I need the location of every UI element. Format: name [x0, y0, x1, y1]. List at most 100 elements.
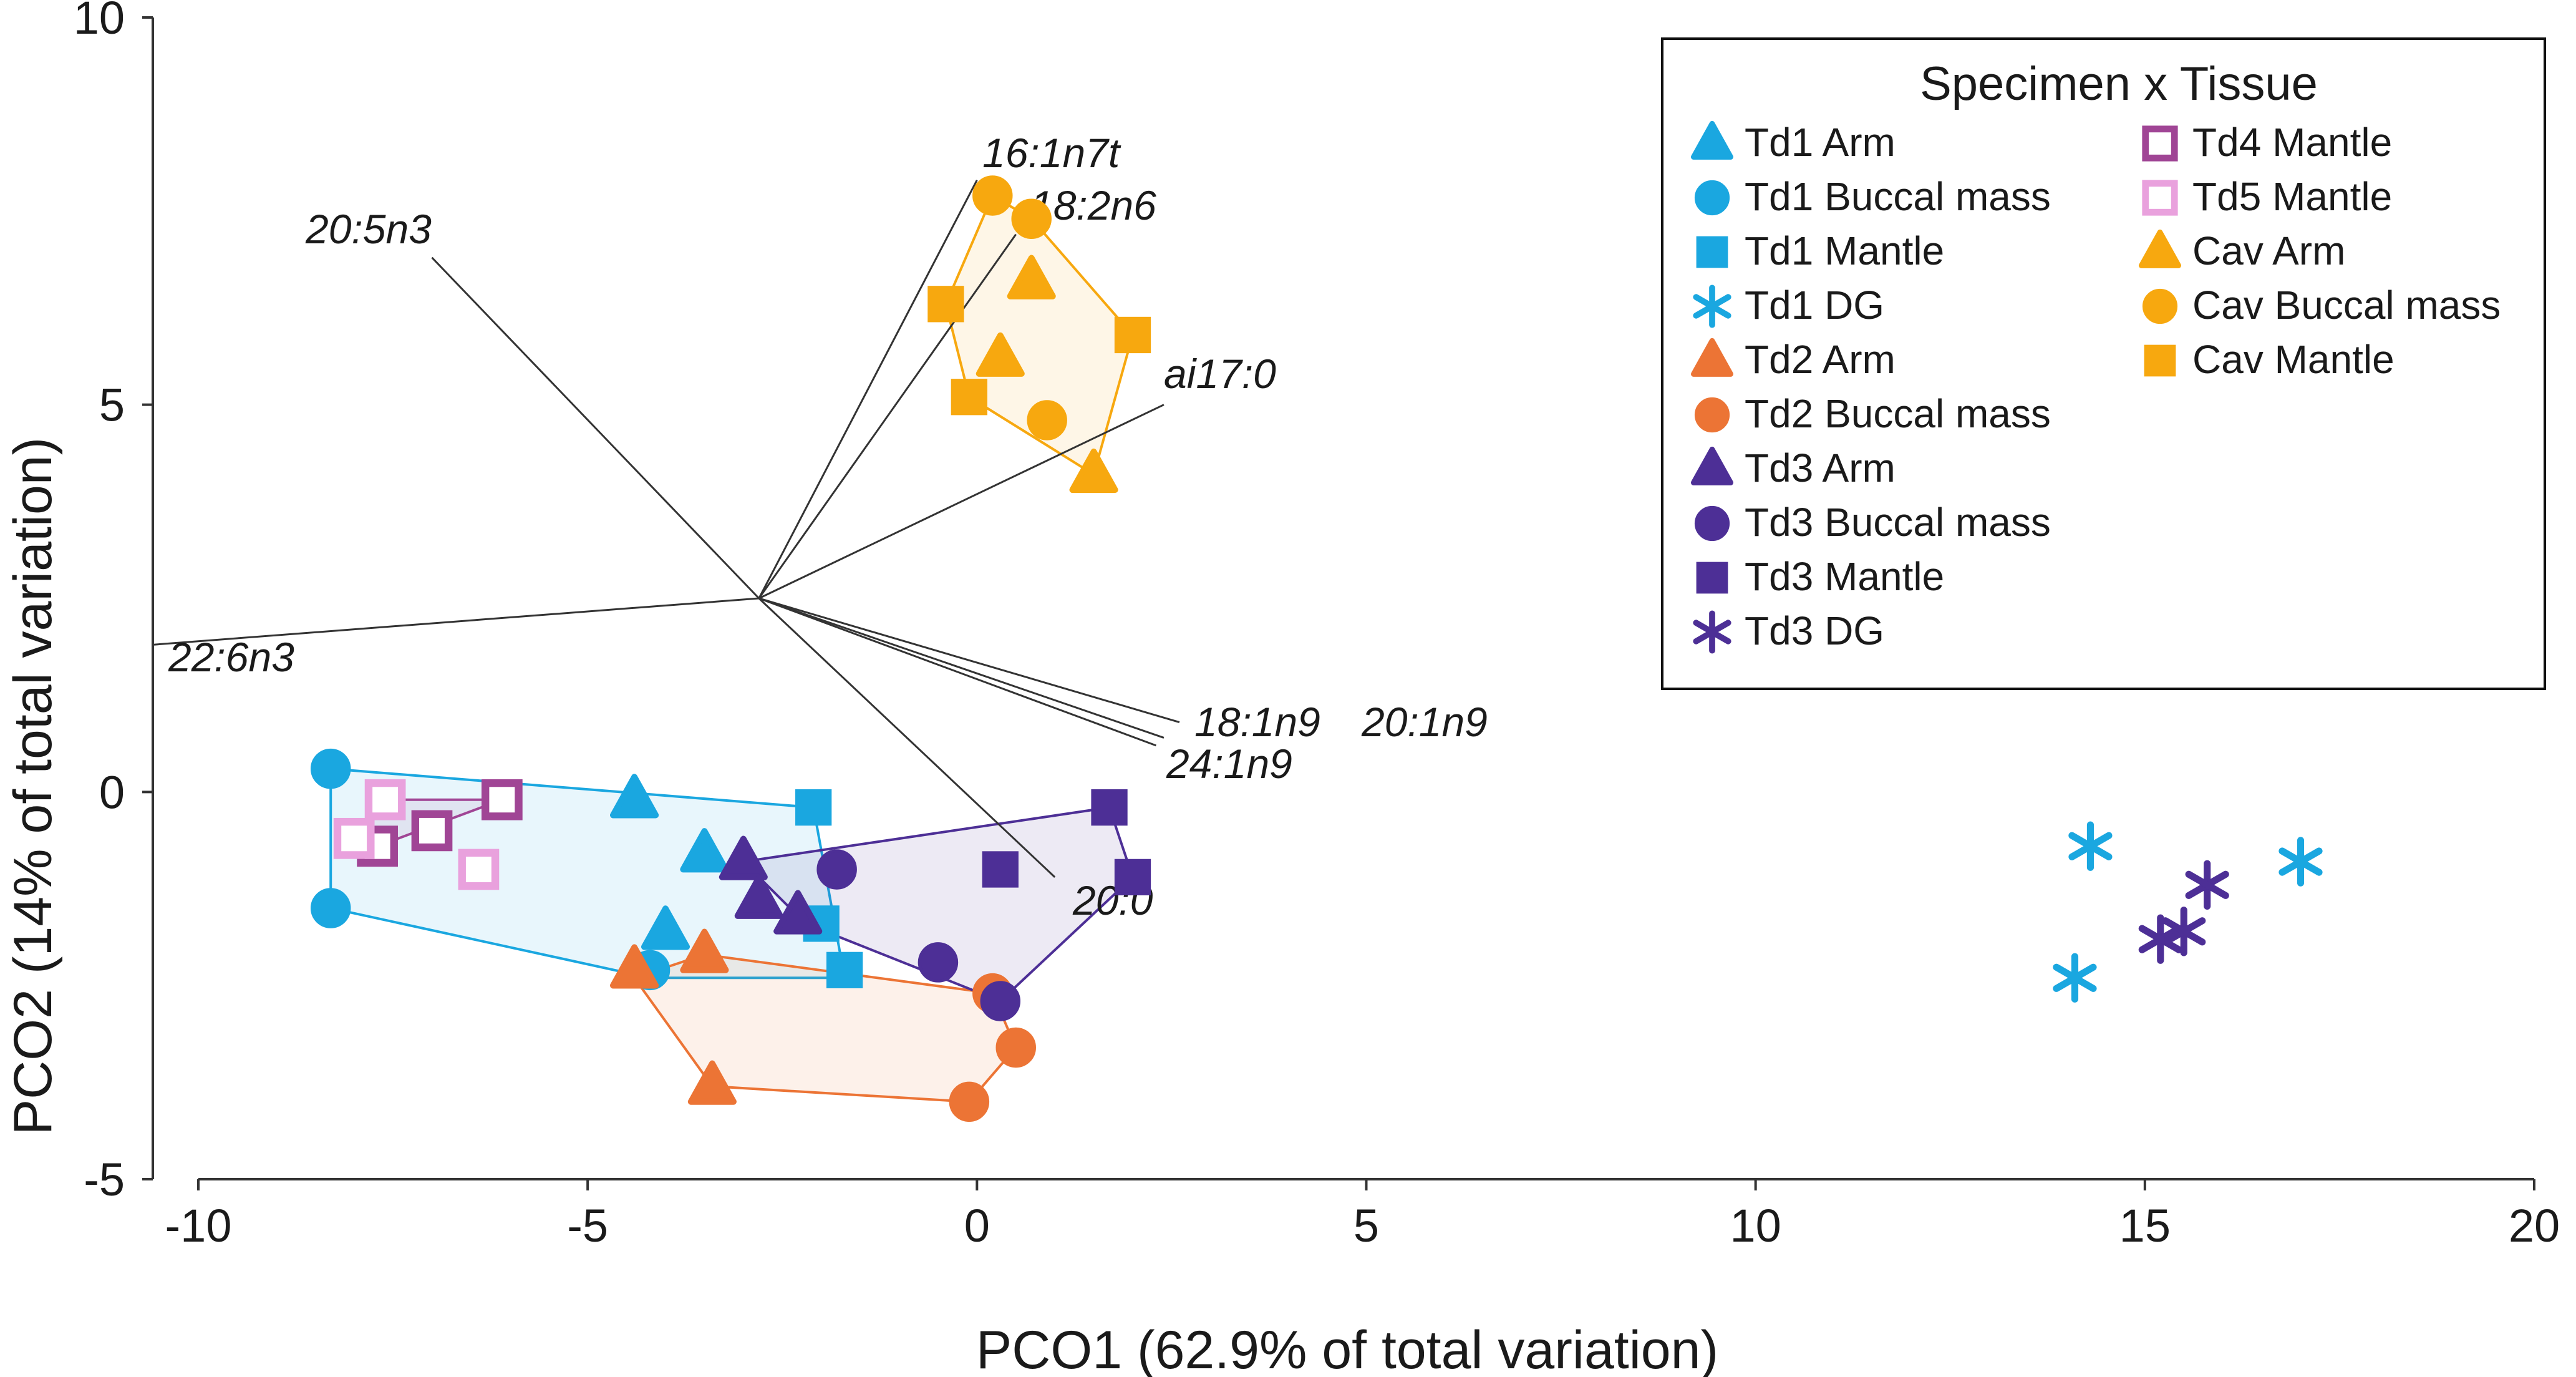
- vector-label-18-1n9: 18:1n9: [1194, 699, 1320, 745]
- point-td2-arm-3: [687, 1060, 737, 1105]
- point-td3-mantle-2-shape: [982, 851, 1019, 888]
- point-cav-mantle-3-shape: [951, 379, 987, 416]
- point-td1-mantle-2-shape: [826, 951, 863, 988]
- legend-item-td1-arm: Td1 Arm: [1690, 120, 1896, 165]
- point-cav-arm-2-shape: [976, 332, 1025, 377]
- vector-line-16-1n7t: [758, 179, 978, 599]
- legend-item-td5-mantle: Td5 Mantle: [2142, 174, 2392, 219]
- vector-line-24-1n9: [758, 597, 1156, 747]
- vector-label-16-1n7t: 16:1n7t: [982, 130, 1121, 176]
- point-td3-dg-1-stroke: [2138, 925, 2182, 953]
- legend-marker-td2-arm-shape: [1690, 338, 1734, 377]
- point-td2-buccal-mass-2-shape: [995, 1027, 1036, 1068]
- point-td4-mantle-2-shape: [411, 810, 453, 852]
- vector-line-22-6n3: [151, 597, 759, 646]
- x-tick-label: 0: [964, 1200, 990, 1252]
- legend-marker-td5-mantle: [2142, 180, 2178, 216]
- y-tick-label: 10: [74, 0, 125, 44]
- legend-marker-td2-buccal-mass-shape: [1694, 397, 1730, 433]
- point-td3-dg-2: [2162, 907, 2206, 956]
- point-cav-buccal-mass-3-shape: [1027, 400, 1067, 440]
- vector-label-ai17-0: ai17:0: [1164, 351, 1276, 397]
- legend-marker-cav-mantle-shape: [2144, 344, 2176, 377]
- point-td1-dg-2: [2053, 953, 2097, 1003]
- legend-marker-td1-arm-shape: [1690, 120, 1734, 160]
- point-td1-arm-1-shape: [610, 774, 659, 819]
- legend-title: Specimen x Tissue: [1920, 57, 2318, 110]
- x-tick-label: 10: [1730, 1200, 1781, 1252]
- point-td1-buccal-mass-2-shape: [310, 888, 351, 928]
- vector-line-ai17-0: [758, 404, 1165, 600]
- point-td1-arm-2: [680, 828, 729, 873]
- legend-marker-td1-dg-stroke: [1693, 294, 1731, 319]
- point-td3-arm-3: [773, 890, 823, 935]
- legend-marker-td3-dg: [1693, 610, 1731, 654]
- point-td5-mantle-3-shape: [458, 849, 500, 890]
- point-cav-arm-2: [976, 332, 1025, 377]
- point-cav-mantle-1: [927, 286, 964, 323]
- legend-marker-td1-mantle: [1696, 236, 1728, 268]
- legend-label-td4-mantle: Td4 Mantle: [2192, 120, 2392, 165]
- series-td1-mantle: [795, 789, 863, 988]
- legend-label-cav-mantle: Cav Mantle: [2192, 337, 2394, 382]
- legend-label-td3-mantle: Td3 Mantle: [1745, 554, 1944, 599]
- point-td1-dg-1: [2068, 821, 2113, 871]
- point-td1-mantle-1-shape: [795, 789, 832, 826]
- series-cav-arm: [976, 255, 1118, 494]
- point-td3-buccal-mass-2-shape: [918, 942, 959, 983]
- legend: Specimen x Tissue Td1 Arm Td1 Buccal mass…: [1661, 37, 2546, 690]
- point-td1-arm-3-shape: [641, 905, 690, 950]
- point-td3-dg-2-stroke: [2162, 917, 2206, 946]
- point-td3-mantle-3: [1114, 859, 1151, 896]
- vector-label-20-5n3: 20:5n3: [305, 206, 432, 252]
- point-td3-arm-2-shape: [734, 874, 783, 919]
- legend-label-td1-mantle: Td1 Mantle: [1745, 228, 1944, 273]
- point-td1-arm-2-shape: [680, 828, 729, 873]
- legend-marker-cav-arm-shape: [2138, 229, 2182, 268]
- points-layer: [310, 175, 2323, 1122]
- legend-label-td3-arm: Td3 Arm: [1745, 445, 1896, 490]
- legend-marker-td1-arm: [1690, 120, 1734, 160]
- point-cav-buccal-mass-2: [1011, 198, 1052, 239]
- point-td2-buccal-mass-3: [949, 1081, 990, 1122]
- point-td2-arm-3-shape: [687, 1060, 737, 1105]
- point-cav-buccal-mass-1: [972, 175, 1013, 216]
- legend-label-cav-buccal-mass: Cav Buccal mass: [2192, 283, 2501, 328]
- legend-item-td3-buccal-mass: Td3 Buccal mass: [1694, 500, 2051, 545]
- point-td1-dg-3: [2278, 837, 2323, 887]
- legend-items: Td1 Arm Td1 Buccal mass Td1 Mantle Td1 DG Td…: [1690, 120, 2501, 654]
- vector-line-18-1n9: [758, 597, 1180, 724]
- point-cav-mantle-2-shape: [1114, 316, 1151, 354]
- series-td3-mantle: [982, 789, 1151, 896]
- series-cav-buccal-mass: [972, 175, 1067, 440]
- legend-item-td1-buccal-mass: Td1 Buccal mass: [1694, 174, 2051, 219]
- legend-item-td3-arm: Td3 Arm: [1690, 445, 1896, 490]
- legend-item-cav-mantle: Cav Mantle: [2144, 337, 2394, 382]
- point-td3-buccal-mass-2: [918, 942, 959, 983]
- point-cav-mantle-1-shape: [927, 286, 964, 323]
- point-td3-arm-1: [719, 835, 768, 880]
- series-td5-mantle: [333, 779, 500, 890]
- point-td2-buccal-mass-3-shape: [949, 1081, 990, 1122]
- point-td3-dg-3-stroke: [2185, 870, 2229, 899]
- vector-label-20-1n9: 20:1n9: [1361, 699, 1488, 745]
- x-tick-label: -10: [165, 1200, 232, 1252]
- series-td3-buccal-mass: [816, 849, 1021, 1021]
- point-cav-mantle-2: [1114, 316, 1151, 354]
- point-td1-dg-3-stroke: [2278, 847, 2323, 876]
- series-td1-dg: [2053, 821, 2323, 1003]
- axes-layer: -10 -5 0 5 10 15 20 -5 0 5 10: [74, 0, 2560, 1252]
- point-td3-buccal-mass-1: [816, 849, 857, 890]
- point-td1-dg-2-stroke: [2053, 963, 2097, 992]
- point-td3-mantle-1: [1091, 789, 1128, 826]
- legend-item-cav-arm: Cav Arm: [2138, 228, 2345, 273]
- series-td3-dg: [2138, 860, 2229, 964]
- series-td3-arm: [719, 835, 823, 935]
- point-td3-buccal-mass-3-shape: [980, 981, 1021, 1021]
- legend-marker-td3-mantle-shape: [1696, 562, 1728, 594]
- y-tick-label: 5: [99, 379, 125, 431]
- point-td2-arm-2: [680, 928, 729, 973]
- vector-label-22-6n3: 22:6n3: [168, 634, 294, 680]
- point-td1-mantle-2: [826, 951, 863, 988]
